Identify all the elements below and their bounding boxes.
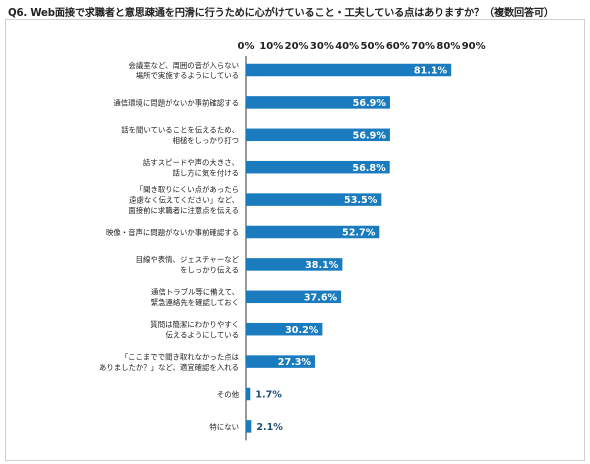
bar-value-label: 56.8% [352, 163, 386, 174]
bar-value-label: 53.5% [344, 195, 378, 206]
bar-value-label: 52.7% [342, 228, 376, 239]
bar [246, 420, 252, 433]
bar [246, 225, 380, 239]
category-label: その他 [217, 390, 240, 399]
bar-value-label: 56.9% [353, 130, 387, 141]
x-tick-label: 70% [411, 41, 435, 52]
bar-chart: 0% 10% 20% 30% 40% 50% 60% 70% 80% 90% 会議室など、周囲の音が… [99, 41, 486, 441]
category-label: 「ここまでで聞き取れなかった点はありましたか？」など、適宜確認を入れる [99, 352, 240, 371]
x-tick-label: 90% [462, 41, 486, 52]
category-label: 映像・音声に問題がないか事前確認する [106, 228, 239, 237]
bar [246, 387, 251, 401]
category-label: 会議室など、周囲の音が入らない場所で実施するようにしている [129, 61, 240, 80]
x-tick-label: 80% [436, 41, 460, 52]
bar [246, 96, 390, 109]
bar-value-label: 27.3% [278, 357, 312, 368]
bar [246, 193, 382, 206]
chart-panel: 0% 10% 20% 30% 40% 50% 60% 70% 80% 90% 会議室など、周囲の音が… [5, 19, 585, 461]
x-tick-label: 60% [386, 41, 410, 52]
category-label: 「聞き取りにくい点があったら遠慮なく伝えてください」など、面接前に求職者に注意点… [128, 185, 239, 215]
bar-value-label: 81.1% [414, 66, 448, 77]
x-tick-label: 10% [259, 41, 283, 52]
bar-value-label: 38.1% [305, 260, 339, 271]
question-title: Q6. Web面接で求職者と意思疎通を円滑に行うために心がけていること・工夫して… [8, 8, 554, 19]
category-label: 話すスピードや声の大きさ、話し方に気を付ける [143, 158, 239, 177]
category-label: 特にない [209, 422, 239, 431]
bar [246, 160, 390, 174]
bar-value-label: 30.2% [285, 325, 319, 336]
category-label: 通信トラブル等に備えて、緊急連絡先を確認しておく [151, 288, 239, 307]
bar [246, 63, 452, 77]
x-tick-label: 30% [310, 41, 334, 52]
bar-value-label: 2.1% [256, 422, 283, 433]
category-label: 質問は簡潔にわかりやすく伝えるようにしている [150, 320, 239, 339]
category-label: 目線や表情、ジェスチャーなどをしっかり伝える [136, 255, 240, 274]
x-tick-label: 40% [335, 41, 359, 52]
bar [246, 355, 316, 368]
bar [246, 322, 323, 336]
bar [246, 290, 342, 304]
bar-value-label: 1.7% [255, 390, 282, 401]
bar [246, 128, 390, 142]
x-tick-label: 50% [361, 41, 385, 52]
category-label: 話を聞いていることを伝えるため、相槌をしっかり打つ [121, 126, 239, 145]
category-label: 通信環境に問題がないか事前確認する [113, 98, 239, 107]
x-tick-label: 0% [238, 41, 255, 52]
bar-value-label: 37.6% [304, 292, 338, 303]
x-tick-label: 20% [285, 41, 309, 52]
bar-value-label: 56.9% [353, 98, 387, 109]
bar [246, 258, 343, 271]
